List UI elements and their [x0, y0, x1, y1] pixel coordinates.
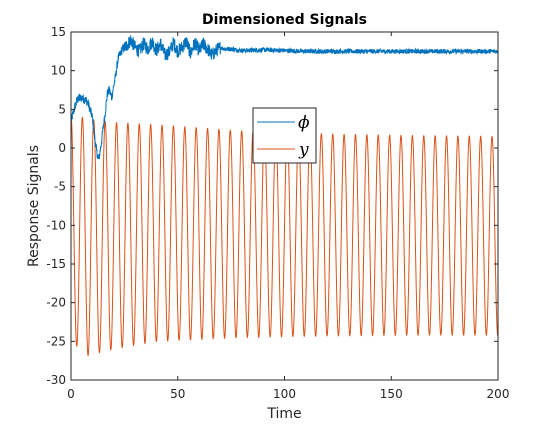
- y-tick-label: 5: [58, 102, 66, 116]
- x-tick-label: 0: [67, 387, 75, 401]
- y-tick-label: 0: [58, 141, 66, 155]
- series-layer: [70, 35, 499, 357]
- y-axis-label: Response Signals: [26, 145, 42, 267]
- y-tick-label: -15: [46, 257, 66, 271]
- x-tick-label: 150: [380, 387, 403, 401]
- legend: ϕ y: [252, 107, 317, 164]
- y-tick-label: -10: [46, 218, 66, 232]
- plot-frame: [70, 31, 499, 381]
- y-tick-label: -25: [46, 334, 66, 348]
- y-tick-label: -20: [46, 296, 66, 310]
- chart-title: Dimensioned Signals: [202, 12, 367, 28]
- legend-box: [252, 107, 317, 164]
- legend-label-y: y: [298, 140, 309, 160]
- x-axis-label: Time: [266, 406, 301, 422]
- legend-label-phi: ϕ: [298, 113, 310, 133]
- x-tick-label: 50: [170, 387, 185, 401]
- x-tick-label: 200: [487, 387, 510, 401]
- y-tick-label: 15: [51, 25, 66, 39]
- y-tick-label: -30: [46, 373, 66, 387]
- series-phi-line: [70, 35, 499, 160]
- y-tick-label: -5: [54, 180, 66, 194]
- x-tick-label: 100: [273, 387, 296, 401]
- y-tick-label: 10: [51, 64, 66, 78]
- series-y-line: [70, 115, 499, 357]
